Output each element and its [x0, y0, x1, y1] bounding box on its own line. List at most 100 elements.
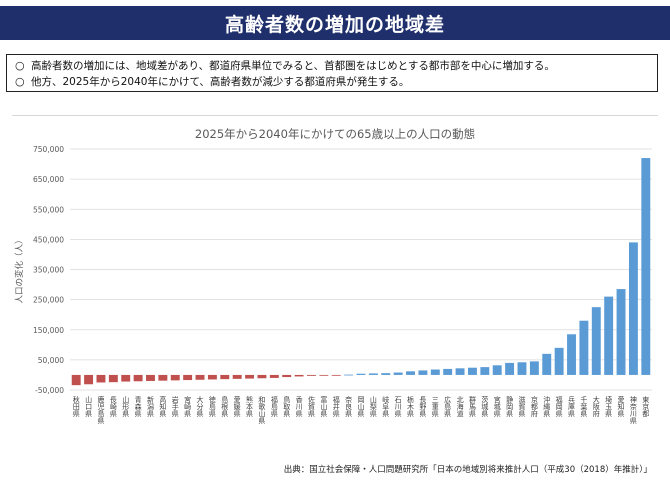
x-tick-label: 岡山県 — [357, 396, 365, 418]
x-tick-label: 鹿児島県 — [97, 395, 105, 425]
y-tick-label: -50,000 — [35, 386, 64, 395]
page-title: 高齢者数の増加の地域差 — [224, 13, 445, 36]
bar — [257, 374, 267, 379]
bar — [480, 367, 490, 375]
y-tick-label: 750,000 — [33, 145, 64, 154]
bar — [319, 374, 329, 376]
bar — [195, 374, 205, 380]
x-tick-label: 兵庫県 — [568, 395, 576, 418]
x-tick-label: 神奈川県 — [629, 395, 637, 425]
x-tick-label: 福島県 — [270, 395, 278, 418]
x-tick-label: 宮城県 — [493, 395, 501, 418]
bar — [406, 371, 415, 375]
bar — [542, 353, 552, 375]
x-tick-label: 新潟県 — [146, 395, 154, 418]
chart-area: 2025年から2040年にかけての65歳以上の人口の動態 -50,000 50,0… — [12, 115, 658, 466]
bar — [641, 158, 651, 375]
x-tick-label: 和歌山県 — [258, 395, 266, 425]
circle-bullet-icon: ○ — [15, 75, 25, 88]
x-tick-label: 青森県 — [134, 395, 142, 418]
y-axis-tick-labels: -50,000 50,000 150,000 250,000 350,000 450,00… — [33, 145, 64, 395]
bar — [455, 368, 465, 375]
y-axis-label: 人口の変化（人） — [14, 235, 25, 303]
x-tick-label: 京都府 — [530, 395, 538, 418]
x-tick-label: 奈良県 — [345, 395, 353, 418]
x-tick-label: 埼玉県 — [605, 395, 613, 418]
x-tick-label: 鳥取県 — [283, 395, 291, 418]
summary-text-1: 高齢者数の増加には、地域差があり、都道府県単位でみると、首都圏をはじめとする都市… — [31, 60, 555, 72]
bar — [393, 372, 403, 375]
bar — [108, 374, 118, 383]
x-tick-label: 岐阜県 — [382, 395, 390, 418]
y-tick-label: 50,000 — [38, 356, 64, 365]
bar — [307, 374, 316, 376]
y-tick-label: 650,000 — [33, 175, 64, 184]
bar — [381, 373, 391, 375]
y-tick-label: 550,000 — [33, 205, 64, 214]
x-tick-label: 山口県 — [85, 395, 93, 418]
x-tick-label: 徳島県 — [208, 395, 216, 418]
bar — [220, 374, 230, 380]
x-axis-tick-labels: 秋田県 山口県 鹿児島県 長崎県 山形県 青森県 新潟県 高知県 岩手県 宮崎県 大分県 徳島県 島根県… — [72, 395, 650, 425]
bar — [368, 373, 378, 375]
bar — [579, 320, 589, 375]
bar — [133, 374, 143, 382]
x-tick-label: 福岡県 — [555, 395, 563, 418]
bar — [567, 334, 576, 375]
bar — [84, 374, 94, 385]
x-tick-label: 福井県 — [332, 395, 340, 418]
bar — [121, 374, 131, 382]
x-tick-label: 静岡県 — [506, 395, 514, 418]
y-tick-label: 150,000 — [33, 326, 64, 335]
bar-chart: 2025年から2040年にかけての65歳以上の人口の動態 -50,000 50,0… — [14, 127, 652, 425]
x-tick-label: 熊本県 — [246, 395, 254, 418]
x-tick-label: 沖縄県 — [543, 395, 551, 418]
bar — [96, 374, 106, 383]
x-tick-label: 群馬県 — [468, 395, 476, 418]
bar — [604, 296, 614, 375]
bar — [505, 362, 515, 375]
x-tick-label: 栃木県 — [407, 395, 415, 418]
x-tick-label: 富山県 — [320, 395, 328, 418]
summary-line-1: ○ 高齢者数の増加には、地域差があり、都道府県単位でみると、首都圏をはじめとする都… — [15, 58, 649, 74]
x-tick-label: 長崎県 — [109, 396, 117, 418]
x-tick-label: 愛知県 — [617, 395, 625, 418]
x-tick-label: 広島県 — [444, 395, 452, 418]
bar — [492, 365, 502, 375]
bar — [183, 374, 193, 381]
bar — [294, 374, 304, 377]
bar — [628, 242, 638, 375]
bar — [146, 374, 155, 381]
x-tick-label: 山形県 — [122, 395, 130, 418]
grid-lines — [70, 148, 652, 391]
summary-box: ○ 高齢者数の増加には、地域差があり、都道府県単位でみると、首都圏をはじめとする都… — [6, 54, 658, 92]
y-tick-label: 250,000 — [33, 296, 64, 305]
x-tick-label: 東京都 — [642, 395, 650, 418]
x-tick-label: 秋田県 — [72, 395, 80, 418]
y-tick-label: 350,000 — [33, 266, 64, 275]
bars — [71, 158, 651, 386]
x-tick-label: 高知県 — [159, 395, 167, 418]
bar — [616, 289, 626, 375]
bar — [529, 361, 539, 375]
circle-bullet-icon: ○ — [15, 59, 25, 72]
x-tick-label: 石川県 — [394, 396, 402, 418]
x-tick-label: 山梨県 — [369, 395, 377, 418]
bar — [269, 374, 279, 378]
x-tick-label: 島根県 — [221, 395, 229, 418]
x-tick-label: 香川県 — [295, 395, 303, 418]
x-tick-label: 千葉県 — [580, 395, 588, 418]
bar — [467, 367, 477, 375]
page-title-banner: 高齢者数の増加の地域差 — [0, 6, 670, 40]
x-tick-label: 大分県 — [196, 395, 204, 418]
x-tick-label: 三重県 — [431, 396, 439, 418]
bar — [418, 370, 428, 375]
bar — [591, 307, 601, 375]
bar — [356, 373, 366, 375]
chart-title: 2025年から2040年にかけての65歳以上の人口の動態 — [195, 127, 475, 141]
bar — [207, 374, 217, 380]
bar — [443, 368, 453, 375]
summary-text-2: 他方、2025年から2040年にかけて、高齢者数が減少する都道府県が発生する。 — [31, 76, 410, 88]
bar — [331, 374, 341, 376]
bar — [245, 374, 255, 379]
